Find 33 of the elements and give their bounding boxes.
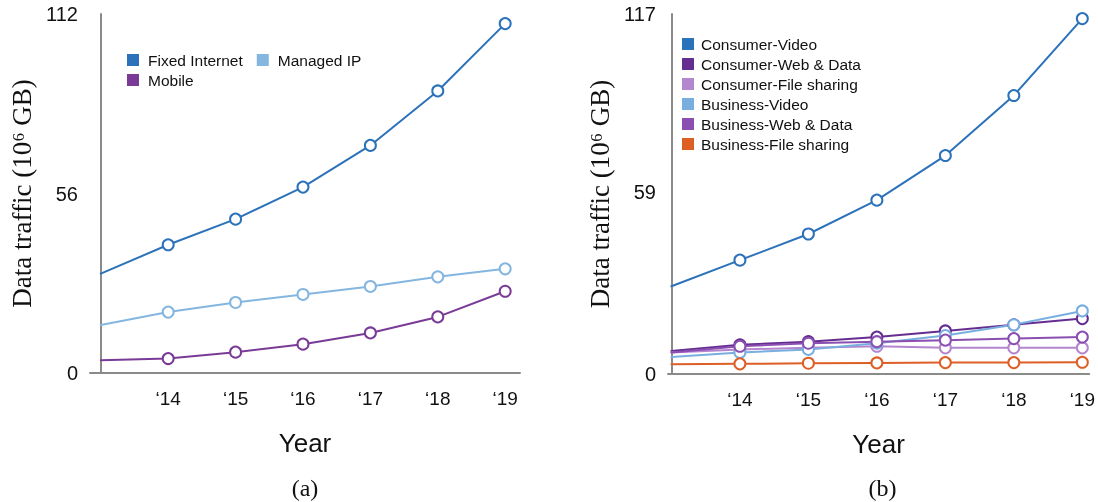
y-tick-label: 0: [644, 363, 656, 385]
x-tick-label: ‘16: [290, 388, 316, 409]
y-tick-label: 59: [633, 181, 656, 204]
y-axis-title: Data traffic (10⁶ GB): [6, 79, 37, 308]
legend-label: Consumer-File sharing: [701, 75, 858, 93]
legend-label: Business-Web & Data: [701, 115, 853, 133]
x-axis-title: Year: [278, 428, 332, 458]
x-tick-label: ‘14: [155, 388, 182, 409]
legend-label: Mobile: [148, 71, 194, 89]
legend-label: Consumer-Video: [701, 35, 818, 53]
text: (a): [291, 475, 319, 501]
legend-label: Consumer-Web & Data: [701, 55, 862, 73]
legend-label: Fixed Internet: [148, 51, 244, 69]
x-tick-label: ‘17: [357, 388, 384, 409]
y-tick-label: 117: [624, 3, 656, 25]
x-tick-label: ‘15: [795, 389, 822, 410]
y-tick-label: 0: [66, 362, 78, 384]
legend-label: Managed IP: [277, 51, 362, 69]
x-tick-label: ‘16: [864, 389, 890, 410]
x-tick-label: ‘14: [727, 389, 754, 410]
x-tick-label: ‘19: [1069, 389, 1095, 410]
x-tick-label: ‘17: [932, 389, 959, 410]
legend-label: Business-File sharing: [701, 135, 850, 153]
x-tick-label: ‘18: [1001, 389, 1027, 410]
y-tick-label: 56: [55, 182, 78, 205]
text: (b): [868, 475, 897, 501]
x-tick-label: ‘18: [425, 388, 451, 409]
x-axis-title: Year: [852, 429, 906, 459]
legend-label: Business-Video: [701, 95, 809, 113]
y-tick-label: 112: [46, 3, 78, 25]
y-axis-title: Data traffic (10⁶ GB): [584, 79, 615, 309]
x-tick-label: ‘15: [222, 388, 249, 409]
x-tick-label: ‘19: [492, 388, 518, 409]
